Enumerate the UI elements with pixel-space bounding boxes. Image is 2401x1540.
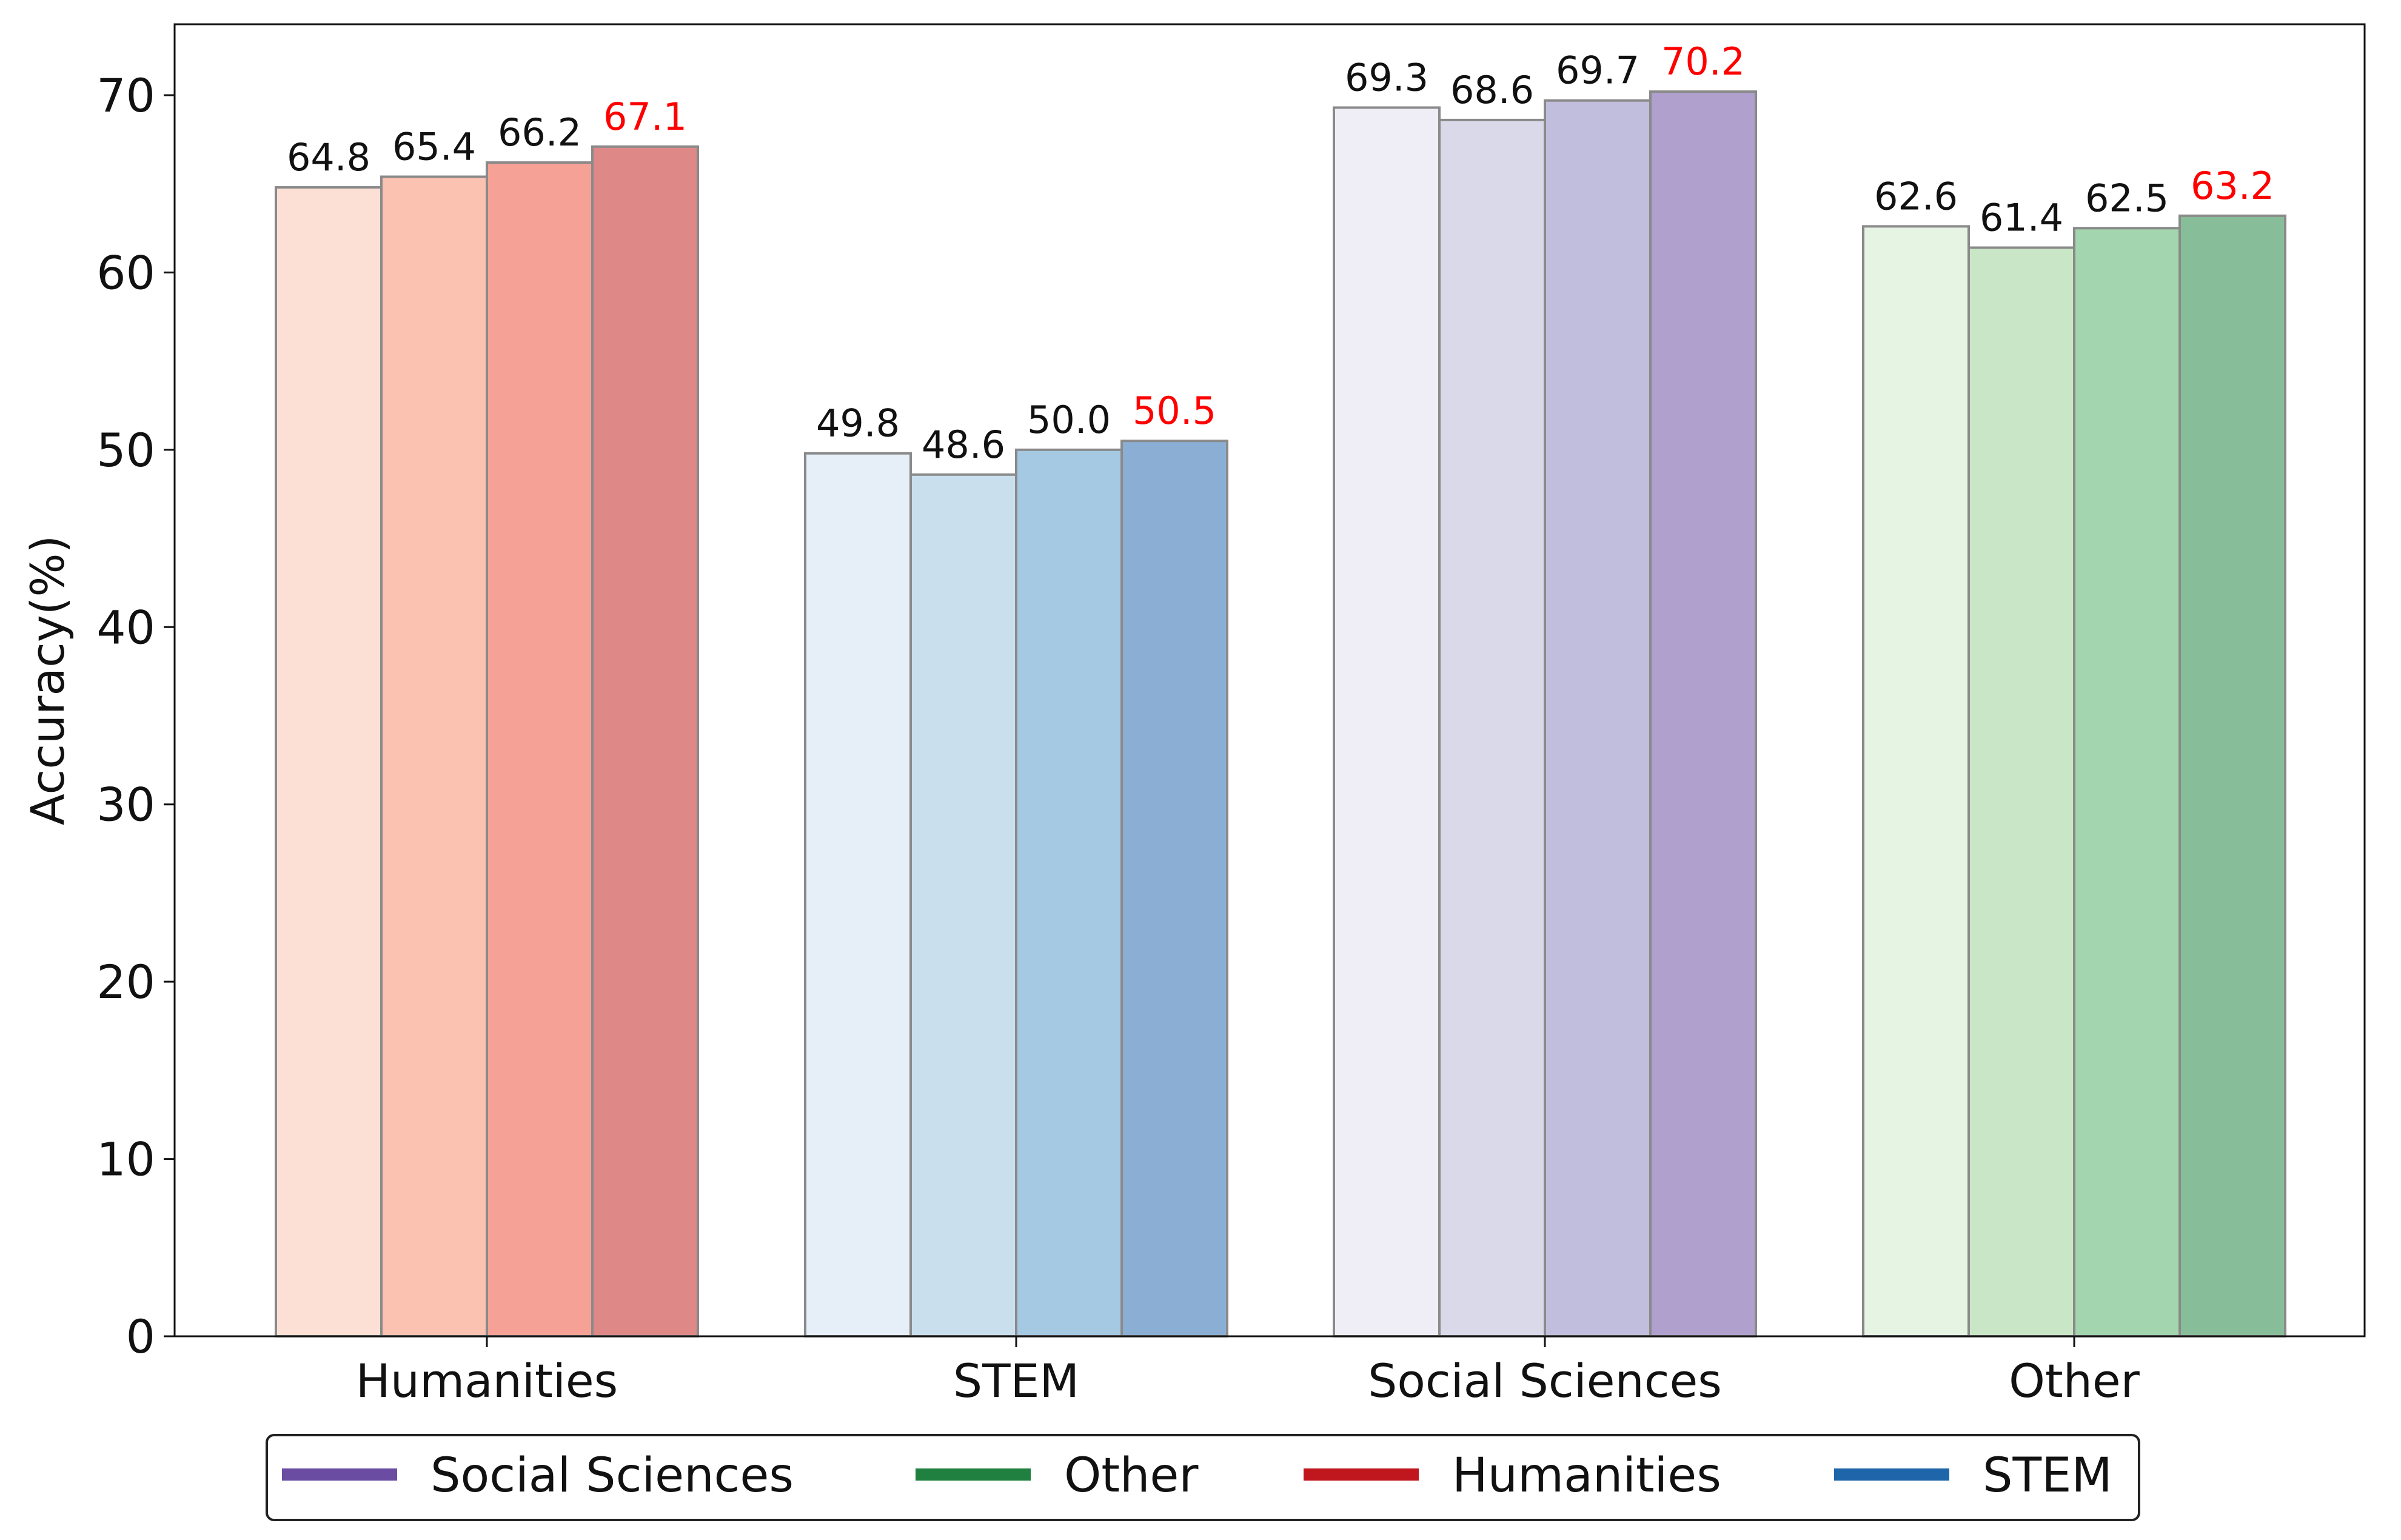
y-tick-label: 70 [96, 69, 155, 122]
bar-labels-layer: 64.8 65.4 66.2 67.1 49.8 48.6 50.0 50.5 69.3 68.6… [287, 39, 2274, 467]
bar-value-label: 50.0 [1027, 398, 1111, 442]
y-tick-label: 30 [96, 778, 155, 832]
bar-value-label: 69.7 [1556, 49, 1639, 93]
y-tick-label: 50 [96, 423, 155, 477]
legend-label: STEM [1983, 1448, 2112, 1503]
bar-other-2 [1967, 246, 2075, 1338]
y-tick-label: 40 [96, 600, 155, 654]
bar-value-label: 50.5 [1133, 389, 1216, 433]
legend: Social Sciences Other Humanities STEM [266, 1434, 2140, 1521]
y-axis: 0 10 20 30 40 50 60 70 [96, 69, 175, 1364]
plot-frame [173, 23, 2366, 1337]
bar-value-label: 64.8 [287, 135, 370, 179]
y-tick-label: 0 [126, 1310, 155, 1364]
bar-stem-1 [804, 452, 912, 1337]
bar-value-label: 66.2 [498, 110, 581, 155]
bar-value-label: 69.3 [1345, 55, 1428, 99]
bar-humanities-1 [275, 186, 383, 1337]
legend-label: Humanities [1452, 1448, 1721, 1503]
bar-stem-2 [909, 473, 1017, 1338]
bars-layer [275, 90, 2286, 1338]
legend-box [266, 1434, 2140, 1521]
bar-stem-4 [1120, 440, 1228, 1337]
bar-value-label: 65.4 [392, 124, 476, 169]
bar-social-sciences-3 [1544, 99, 1652, 1337]
bar-value-label: 70.2 [1661, 39, 1745, 84]
bar-stem-3 [1015, 448, 1123, 1337]
bar-value-label: 63.2 [2191, 164, 2274, 208]
bar-value-label: 48.6 [922, 423, 1005, 467]
bar-other-4 [2178, 214, 2286, 1337]
bar-social-sciences-1 [1333, 106, 1441, 1337]
bar-value-label: 62.6 [1874, 174, 1958, 218]
bar-social-sciences-2 [1438, 118, 1546, 1337]
x-tick-label: Social Sciences [1368, 1354, 1722, 1408]
y-tick-label: 10 [96, 1133, 155, 1187]
y-axis-label: Accuracy(%) [21, 535, 75, 826]
x-tick-label: STEM [953, 1354, 1079, 1408]
y-tick-label: 60 [96, 246, 155, 300]
bar-humanities-4 [591, 145, 699, 1338]
bar-other-1 [1862, 225, 1970, 1338]
x-axis: Humanities STEM Social Sciences Other [356, 1336, 2140, 1408]
bar-value-label: 68.6 [1450, 68, 1534, 112]
legend-label: Other [1064, 1448, 1199, 1503]
bar-social-sciences-4 [1649, 90, 1757, 1338]
bar-humanities-2 [380, 175, 488, 1337]
x-tick-label: Other [2009, 1354, 2140, 1408]
bar-other-3 [2073, 227, 2181, 1338]
bar-value-label: 61.4 [1980, 195, 2063, 239]
bar-value-label: 49.8 [816, 401, 900, 446]
legend-label: Social Sciences [430, 1448, 794, 1503]
y-tick-label: 20 [96, 955, 155, 1009]
bar-value-label: 67.1 [603, 95, 687, 139]
x-tick-label: Humanities [356, 1354, 618, 1408]
bar-value-label: 62.5 [2085, 176, 2169, 220]
legend-items: Social Sciences Other Humanities STEM [282, 1448, 2112, 1503]
bar-humanities-3 [486, 161, 594, 1337]
